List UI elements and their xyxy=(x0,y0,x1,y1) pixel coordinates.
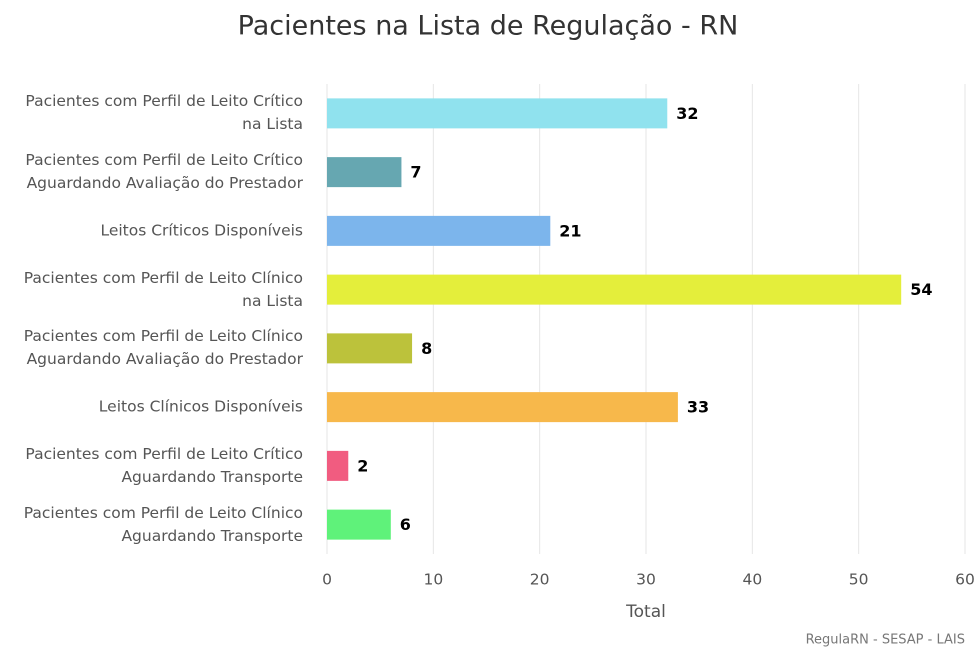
y-tick-label: Pacientes com Perfil de Leito Clínico na… xyxy=(23,268,303,310)
y-tick-label: Pacientes com Perfil de Leito Clínico Ag… xyxy=(23,327,303,369)
data-label: 54 xyxy=(910,280,932,299)
y-tick-label: Leitos Críticos Disponíveis xyxy=(100,221,303,240)
x-tick-label: 50 xyxy=(849,571,869,589)
bar xyxy=(327,509,391,540)
bar xyxy=(327,157,402,188)
bar xyxy=(327,215,551,246)
y-tick-label: Pacientes com Perfil de Leito Crítico na… xyxy=(25,92,303,134)
bar xyxy=(327,274,902,305)
y-tick-label: Pacientes com Perfil de Leito Crítico Ag… xyxy=(25,444,303,486)
y-tick-label: Pacientes com Perfil de Leito Clínico Ag… xyxy=(23,503,303,545)
data-label: 6 xyxy=(400,515,411,534)
x-tick-label: 60 xyxy=(955,571,975,589)
data-label: 8 xyxy=(421,339,432,358)
data-label: 7 xyxy=(410,163,421,182)
data-label: 2 xyxy=(357,456,368,475)
x-axis-title: Total xyxy=(625,602,666,622)
data-label: 33 xyxy=(687,398,709,417)
y-tick-label: Leitos Clínicos Disponíveis xyxy=(98,397,303,416)
data-label: 21 xyxy=(559,221,581,240)
x-tick-label: 30 xyxy=(636,571,656,589)
x-tick-label: 40 xyxy=(742,571,762,589)
bar xyxy=(327,98,668,129)
x-tick-label: 20 xyxy=(530,571,550,589)
chart-title: Pacientes na Lista de Regulação - RN xyxy=(238,11,739,42)
bar xyxy=(327,450,349,481)
credits: RegulaRN - SESAP - LAIS xyxy=(806,633,965,648)
x-tick-label: 0 xyxy=(322,571,332,589)
bar xyxy=(327,392,678,423)
bar xyxy=(327,333,413,364)
x-tick-label: 10 xyxy=(423,571,443,589)
y-tick-label: Pacientes com Perfil de Leito Crítico Ag… xyxy=(25,151,303,193)
data-label: 32 xyxy=(676,104,698,123)
